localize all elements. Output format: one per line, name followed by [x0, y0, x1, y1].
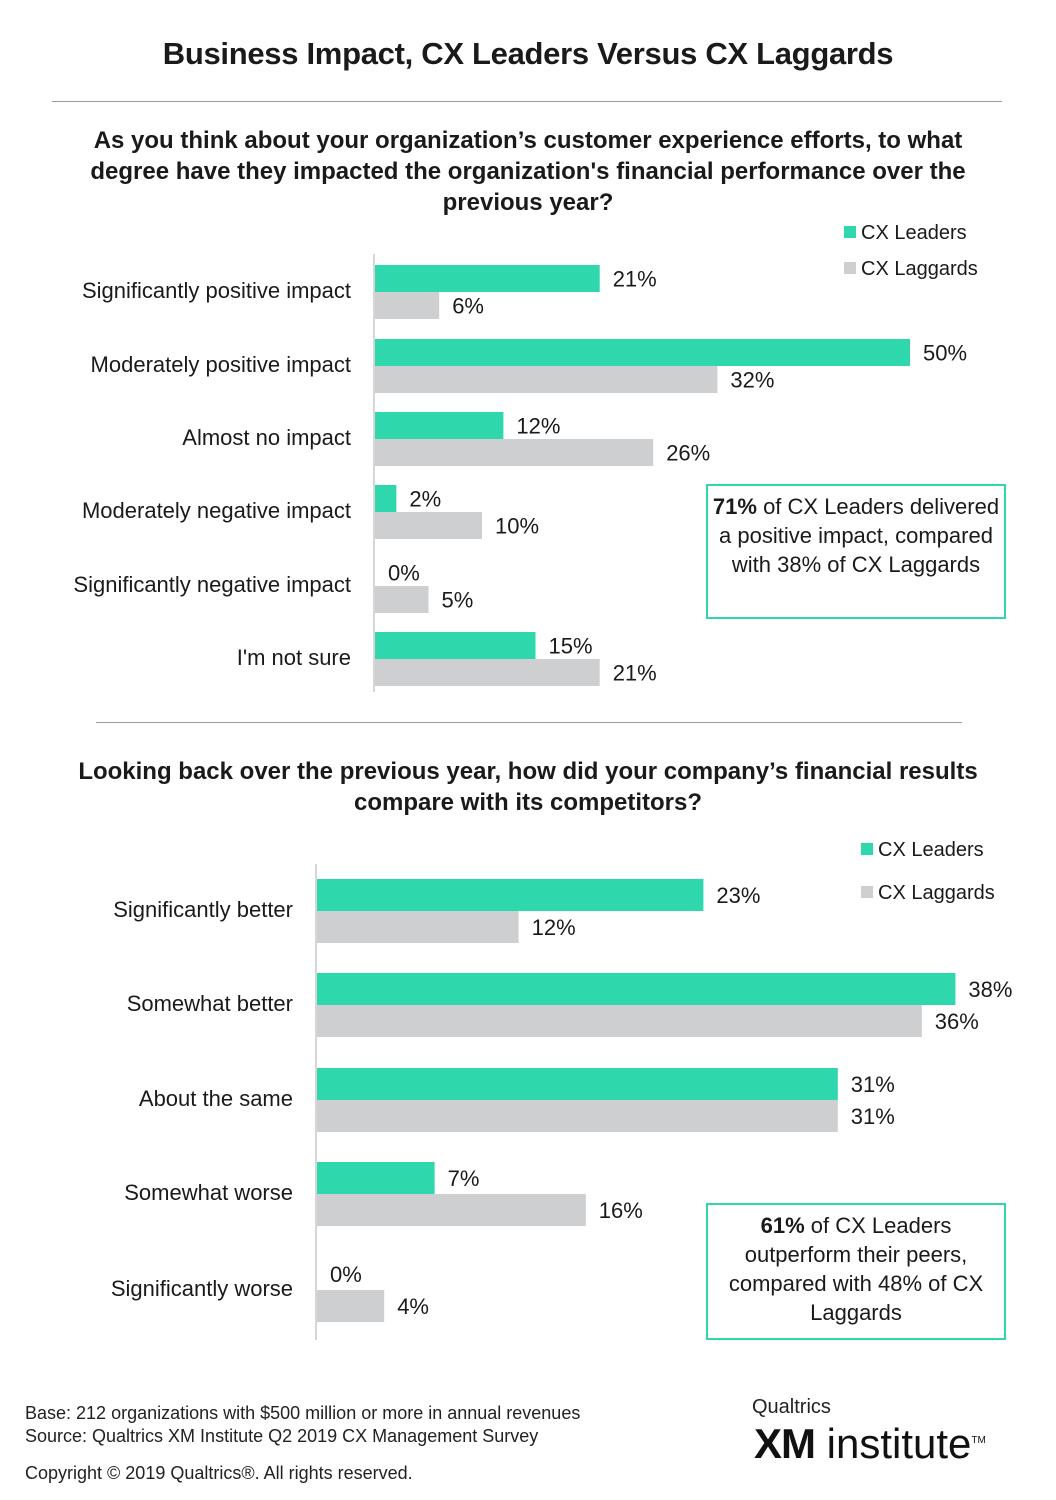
leaders-bar	[375, 339, 910, 366]
data-label: 32%	[730, 368, 774, 393]
leaders-bar	[317, 1068, 838, 1100]
leaders-bar	[375, 485, 397, 512]
laggards-bar	[375, 366, 718, 393]
data-label: 2%	[409, 487, 441, 512]
laggards-bar	[317, 1194, 586, 1226]
section-divider	[96, 722, 962, 723]
leaders-swatch-icon	[861, 843, 873, 855]
laggards-swatch-icon	[844, 262, 856, 274]
laggards-bar	[317, 1100, 838, 1132]
data-label: 12%	[532, 915, 576, 940]
chart1-question: As you think about your organization’s c…	[90, 127, 966, 216]
data-label: 50%	[923, 341, 967, 366]
logo-xm-institute: XM instituteTM	[754, 1420, 986, 1467]
leaders-bar	[375, 265, 600, 292]
data-label: 21%	[613, 267, 657, 292]
laggards-bar	[317, 1005, 922, 1037]
leaders-bar	[317, 973, 956, 1005]
data-label: 5%	[442, 588, 474, 613]
laggards-swatch-icon	[861, 886, 873, 898]
leaders-bar	[317, 879, 704, 911]
footnote-source: Source: Qualtrics XM Institute Q2 2019 C…	[25, 1426, 539, 1446]
leaders-swatch-icon	[844, 226, 856, 238]
leaders-bar	[317, 1162, 435, 1194]
laggards-bar	[375, 659, 600, 686]
chart2-legend-leaders: CX Leaders	[861, 839, 984, 862]
category-label: Significantly positive impact	[82, 278, 351, 303]
category-label: Moderately negative impact	[82, 498, 351, 523]
data-label: 31%	[851, 1104, 895, 1129]
category-label: Significantly worse	[111, 1276, 293, 1301]
title-divider	[52, 101, 1002, 102]
footnote-base: Base: 212 organizations with $500 millio…	[25, 1403, 581, 1423]
data-label: 0%	[330, 1262, 362, 1287]
laggards-bar	[375, 439, 654, 466]
footnote-copyright: Copyright © 2019 Qualtrics®. All rights …	[25, 1463, 413, 1483]
data-label: 12%	[516, 414, 560, 439]
logo-qualtrics: Qualtrics	[752, 1396, 831, 1418]
category-label: Somewhat worse	[124, 1180, 293, 1205]
data-label: 21%	[613, 661, 657, 686]
data-label: 26%	[666, 441, 710, 466]
chart1-legend-laggards: CX Laggards	[844, 258, 978, 281]
category-label: Almost no impact	[182, 425, 351, 450]
data-label: 15%	[549, 634, 593, 659]
leaders-bar	[375, 412, 504, 439]
data-label: 0%	[388, 561, 420, 586]
chart2-question: Looking back over the previous year, how…	[78, 758, 978, 816]
category-label: About the same	[139, 1086, 293, 1111]
laggards-bar	[317, 1290, 385, 1322]
leaders-bar	[375, 632, 536, 659]
data-label: 31%	[851, 1072, 895, 1097]
data-label: 6%	[452, 294, 484, 319]
laggards-bar	[375, 586, 429, 613]
category-label: I'm not sure	[237, 645, 351, 670]
chart1-callout: 71% of CX Leaders delivered a positive i…	[706, 484, 1006, 619]
data-label: 7%	[448, 1166, 480, 1191]
category-label: Significantly negative impact	[73, 572, 351, 597]
footnote-base-source: Base: 212 organizations with $500 millio…	[25, 1402, 580, 1448]
laggards-bar	[317, 911, 519, 943]
data-label: 36%	[935, 1009, 979, 1034]
chart2-legend-laggards: CX Laggards	[861, 882, 995, 905]
data-label: 4%	[397, 1294, 429, 1319]
data-label: 38%	[968, 977, 1012, 1002]
category-label: Moderately positive impact	[91, 352, 351, 377]
data-label: 10%	[495, 514, 539, 539]
data-label: 23%	[716, 883, 760, 908]
laggards-bar	[375, 292, 440, 319]
laggards-bar	[375, 512, 482, 539]
category-label: Somewhat better	[127, 991, 293, 1016]
page-title: Business Impact, CX Leaders Versus CX La…	[162, 36, 894, 71]
category-label: Significantly better	[113, 897, 293, 922]
data-label: 16%	[599, 1198, 643, 1223]
chart2-callout: 61% of CX Leaders outperform their peers…	[706, 1203, 1006, 1340]
chart1-legend-leaders: CX Leaders	[844, 222, 967, 245]
